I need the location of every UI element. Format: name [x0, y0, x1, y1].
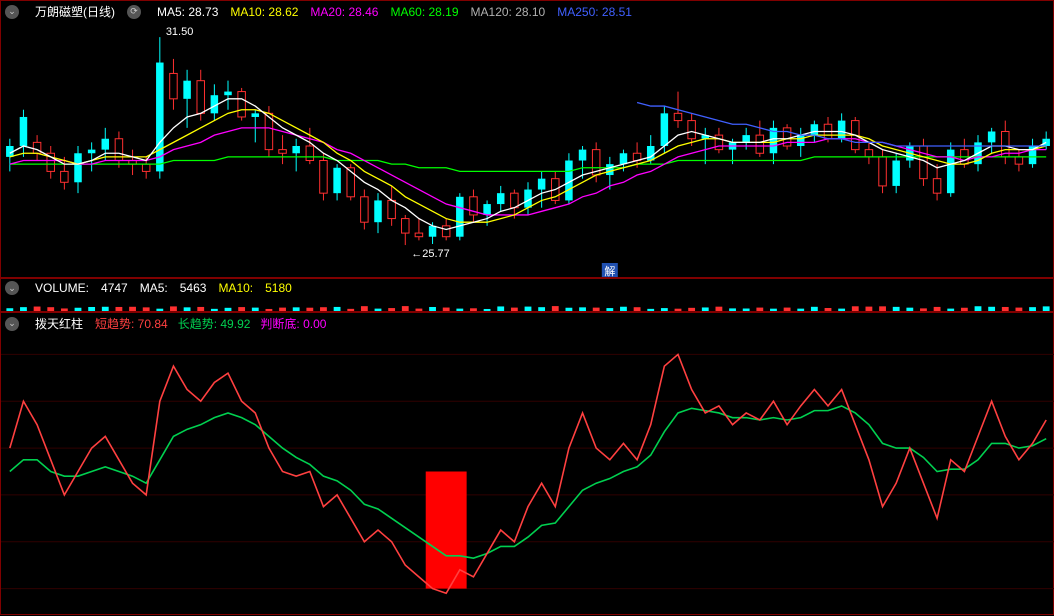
icon-expand[interactable]: ⌄	[5, 281, 19, 295]
volume-value: 4747	[101, 281, 128, 295]
ma-legend-item: MA120: 28.10	[471, 5, 546, 19]
vol-ma10-label: MA10:	[218, 281, 253, 295]
indicator-legend-item: 长趋势: 49.92	[178, 315, 251, 332]
main-candlestick-panel[interactable]: ⌄ 万朗磁塑(日线) ⟳ MA5: 28.73 MA10: 28.62 MA20: …	[0, 0, 1054, 278]
svg-text:解: 解	[604, 264, 615, 278]
candlestick-svg: 31.50 ←25.77 解	[1, 1, 1054, 279]
ma-legend-item: MA5: 28.73	[157, 5, 218, 19]
icon-refresh[interactable]: ⟳	[127, 5, 141, 19]
svg-text:←25.77: ←25.77	[411, 248, 450, 260]
svg-text:31.50: 31.50	[166, 26, 194, 38]
ma-legend-item: MA250: 28.51	[557, 5, 632, 19]
icon-expand[interactable]: ⌄	[5, 5, 19, 19]
indicator-legend-item: 判断底: 0.00	[260, 315, 326, 332]
vol-ma5-label: MA5:	[140, 281, 168, 295]
icon-expand[interactable]: ⌄	[5, 317, 19, 331]
ma-legend: MA5: 28.73 MA10: 28.62 MA20: 28.46 MA60: 28…	[157, 5, 632, 19]
volume-header: ⌄ VOLUME: 4747 MA5: 5463 MA10: 5180	[5, 281, 292, 295]
indicator-legend-item: 短趋势: 70.84	[95, 315, 168, 332]
main-header: ⌄ 万朗磁塑(日线) ⟳ MA5: 28.73 MA10: 28.62 MA20: …	[5, 3, 632, 20]
indicator-header: ⌄ 拨天红柱 短趋势: 70.84 长趋势: 49.92 判断底: 0.00	[5, 315, 326, 332]
chart-title: 万朗磁塑(日线)	[35, 3, 115, 20]
ma-legend-item: MA20: 28.46	[310, 5, 378, 19]
indicator-panel[interactable]: ⌄ 拨天红柱 短趋势: 70.84 长趋势: 49.92 判断底: 0.00	[0, 312, 1054, 615]
ma-legend-item: MA10: 28.62	[230, 5, 298, 19]
volume-label: VOLUME:	[35, 281, 89, 295]
ma-legend-item: MA60: 28.19	[390, 5, 458, 19]
vol-ma10-value: 5180	[265, 281, 292, 295]
indicator-legend: 短趋势: 70.84 长趋势: 49.92 判断底: 0.00	[95, 315, 326, 332]
indicator-svg	[1, 313, 1054, 616]
vol-ma5-value: 5463	[180, 281, 207, 295]
stock-chart-container: ⌄ 万朗磁塑(日线) ⟳ MA5: 28.73 MA10: 28.62 MA20: …	[0, 0, 1054, 615]
indicator-title: 拨天红柱	[35, 315, 83, 332]
volume-panel[interactable]: ⌄ VOLUME: 4747 MA5: 5463 MA10: 5180	[0, 278, 1054, 312]
